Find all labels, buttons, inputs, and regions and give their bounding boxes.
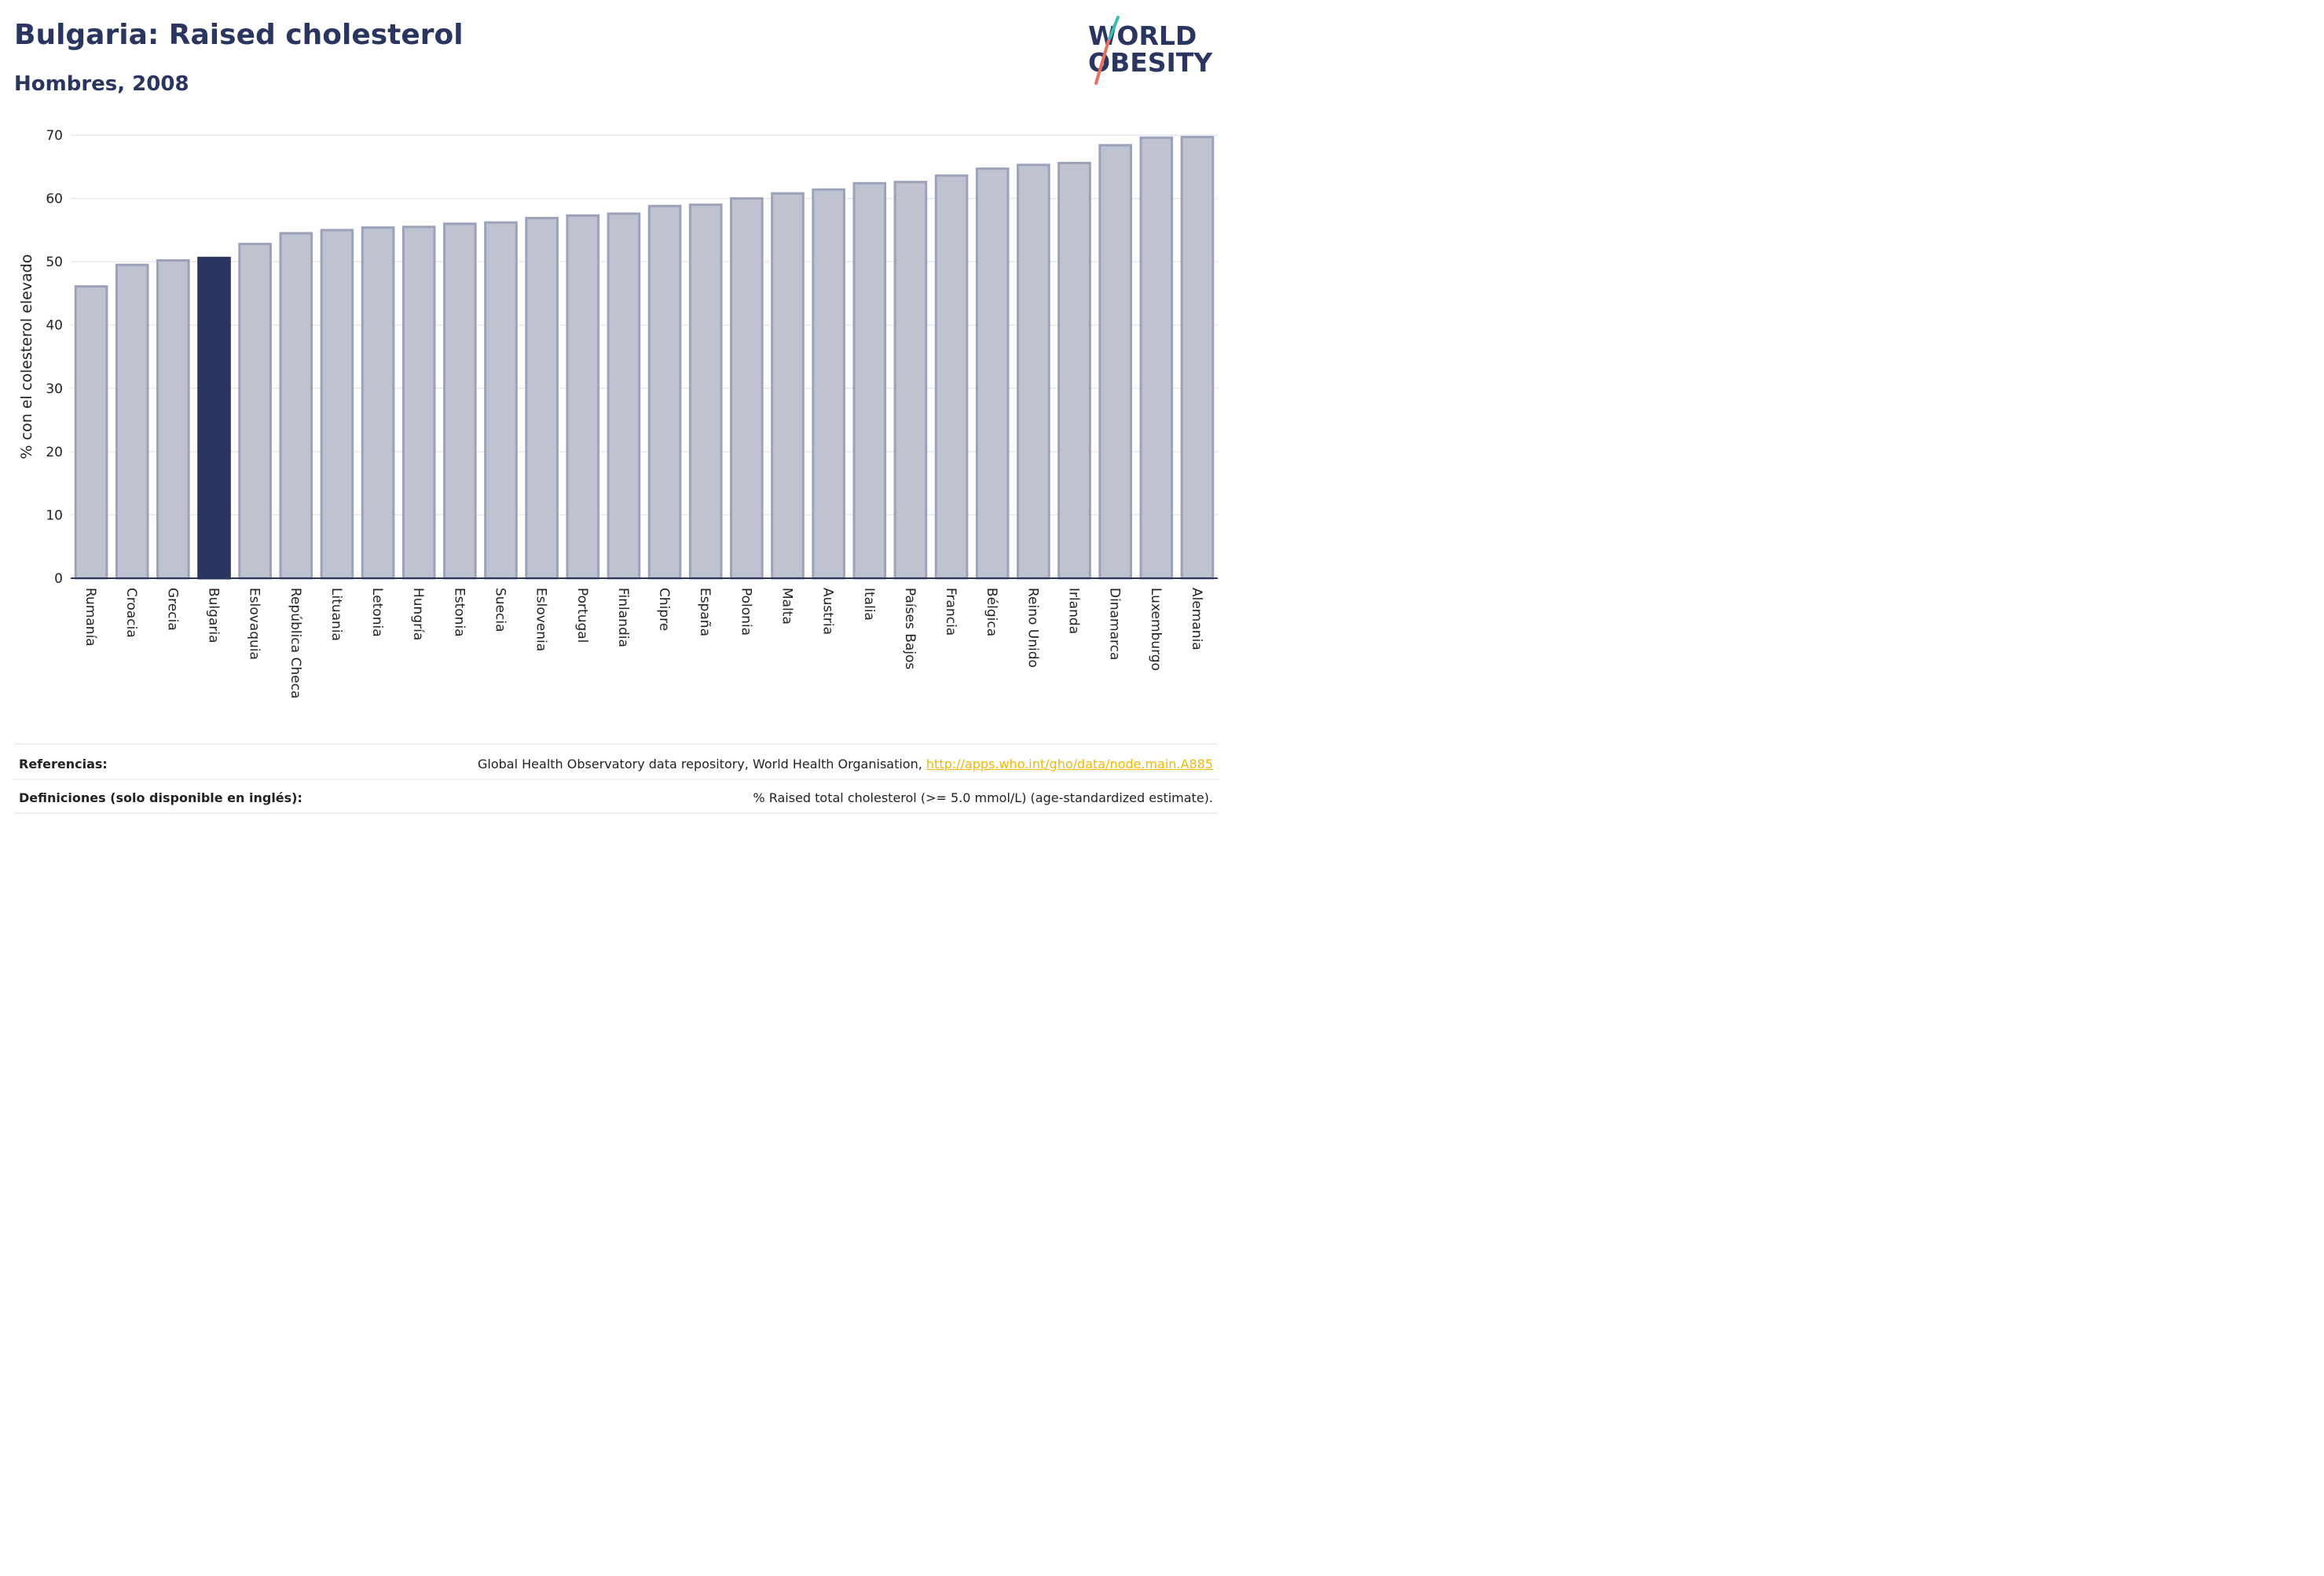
y-tick-label: 30: [46, 381, 63, 397]
x-tick-label: Croacia: [123, 588, 139, 638]
definitions-value: % Raised total cholesterol (>= 5.0 mmol/…: [753, 790, 1213, 805]
x-tick-label: Alemania: [1189, 588, 1204, 651]
references-text: Global Health Observatory data repositor…: [478, 756, 926, 772]
x-tick-label: Letonia: [369, 588, 385, 637]
chart-subtitle: Hombres, 2008: [14, 72, 189, 96]
bar: [771, 192, 805, 580]
references-value: Global Health Observatory data repositor…: [478, 757, 1218, 772]
y-tick-label: 10: [46, 508, 63, 523]
bar: [1017, 163, 1050, 580]
definitions-row: Definiciones (solo disponible en inglés)…: [14, 782, 1218, 813]
y-tick-label: 40: [46, 318, 63, 334]
bar: [115, 263, 149, 580]
x-tick-label: Rumanía: [82, 588, 98, 647]
bar-highlight: [197, 256, 231, 580]
x-tick-label: Chipre: [656, 588, 672, 631]
x-tick-label: Austria: [820, 588, 836, 635]
x-tick-label: Grecia: [164, 588, 180, 631]
bar: [156, 259, 190, 580]
bar: [688, 203, 723, 580]
x-tick-label: Suecia: [493, 588, 508, 632]
bar: [852, 181, 887, 580]
x-tick-label: Hungría: [410, 588, 426, 640]
x-tick-label: Polonia: [738, 588, 753, 636]
bar: [484, 221, 518, 580]
bar: [279, 232, 313, 580]
x-tick-label: Luxemburgo: [1148, 588, 1164, 671]
bar: [1098, 144, 1132, 580]
x-tick-label: Eslovenia: [533, 588, 549, 651]
world-obesity-logo: WORLD OBESITY: [1088, 14, 1222, 86]
bar: [1180, 135, 1215, 580]
bar: [361, 226, 395, 580]
references-label: Referencias:: [19, 756, 108, 772]
x-tick-label: Malta: [779, 588, 795, 625]
x-tick-label: Estonia: [451, 588, 467, 637]
x-tick-label: Italia: [861, 588, 877, 621]
bar: [607, 212, 641, 580]
footer-divider-bottom: [14, 812, 1218, 814]
references-link[interactable]: http://apps.who.int/gho/data/node.main.A…: [926, 756, 1213, 772]
x-tick-label: Portugal: [574, 588, 590, 643]
x-tick-label: Francia: [943, 588, 959, 636]
chart-title: Bulgaria: Raised cholesterol: [14, 19, 464, 51]
bar: [320, 229, 354, 580]
footer-divider-middle: [14, 779, 1218, 780]
bar: [893, 181, 928, 580]
bar-chart: 0 10 20 30 40 50 60 70 % con el colesterol eleva…: [18, 128, 1218, 698]
bar: [566, 214, 600, 580]
x-tick-label: España: [697, 588, 713, 636]
logo-slash-icon: [1094, 16, 1120, 85]
x-tick-label: Eslovaquia: [247, 588, 262, 660]
x-tick-label: Irlanda: [1066, 588, 1082, 634]
bar: [525, 217, 559, 580]
definitions-label: Definiciones (solo disponible en inglés)…: [19, 790, 302, 805]
x-tick-label: Bélgica: [984, 588, 999, 636]
logo-line-2: OBESITY: [1088, 47, 1213, 78]
x-tick-label: Bulgaria: [206, 588, 222, 643]
y-tick-label: 70: [46, 128, 63, 144]
bar: [74, 285, 108, 580]
references-row: Referencias: Global Health Observatory d…: [14, 748, 1218, 779]
x-tick-label: Dinamarca: [1107, 588, 1123, 660]
x-tick-label: Reino Unido: [1025, 588, 1040, 668]
y-tick-label: 0: [54, 571, 63, 587]
y-tick-label: 50: [46, 255, 63, 270]
bar: [1058, 161, 1091, 580]
bar: [730, 197, 764, 580]
bar: [647, 204, 682, 580]
bar: [1139, 136, 1174, 580]
bar: [443, 222, 477, 580]
y-axis-label: % con el colesterol elevado: [18, 255, 35, 460]
y-tick-label: 20: [46, 445, 63, 460]
x-tick-label: Países Bajos: [902, 588, 918, 669]
y-tick-label: 60: [46, 192, 63, 207]
x-tick-label: Lituania: [328, 588, 344, 641]
bar: [934, 174, 969, 580]
bar: [975, 167, 1010, 580]
bar: [401, 225, 436, 580]
x-tick-label: República Checa: [288, 588, 303, 698]
bar: [812, 188, 845, 580]
x-tick-label: Finlandia: [615, 588, 631, 647]
footer-divider-top: [14, 743, 1218, 745]
bar: [238, 243, 272, 580]
